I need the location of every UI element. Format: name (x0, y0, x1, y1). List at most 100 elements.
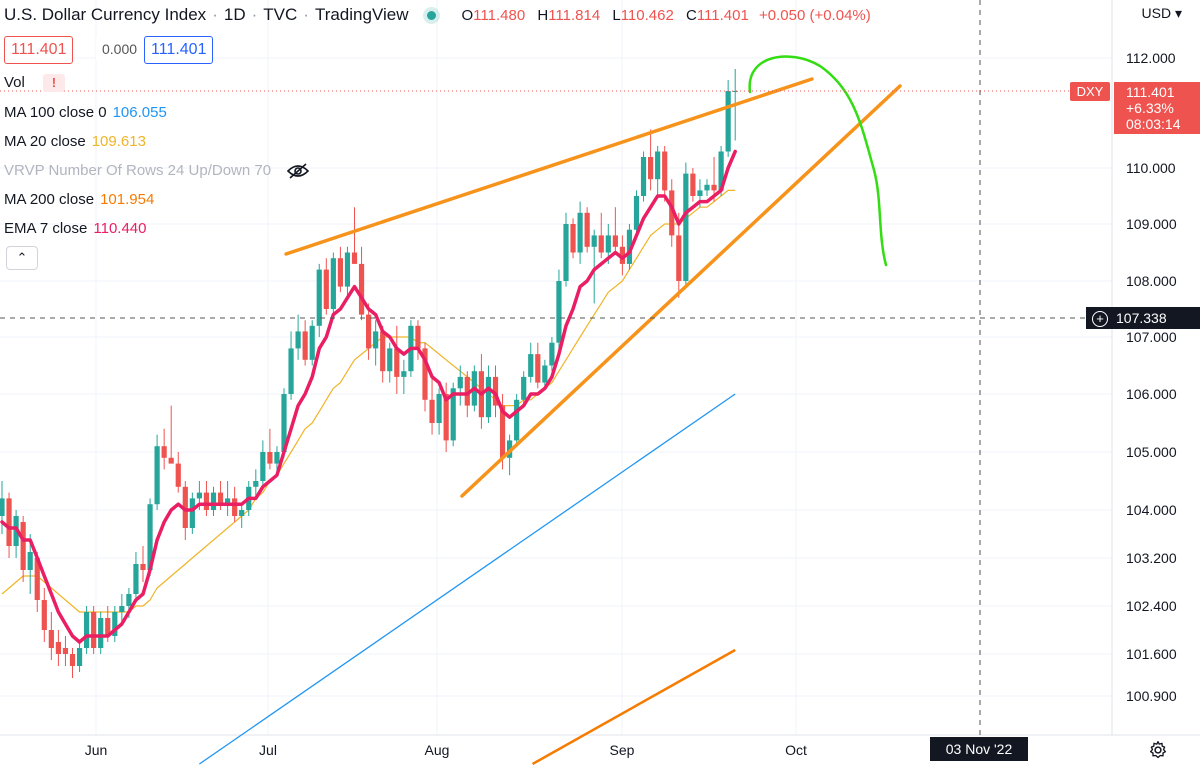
ma20-line (1, 189, 736, 613)
candle-body (274, 452, 280, 464)
candle (422, 342, 428, 412)
candle-body (485, 376, 492, 418)
candle (380, 325, 386, 383)
warning-icon[interactable]: ! (42, 74, 65, 92)
indicator-vrvp[interactable]: VRVP Number Of Rows 24 Up/Down 70 (4, 162, 310, 179)
candle-body (732, 91, 738, 92)
collapse-legend-button[interactable]: ⌃ (6, 246, 38, 270)
source: TVC (263, 5, 298, 24)
candle (309, 320, 315, 366)
candle (225, 481, 231, 516)
candle-body (232, 498, 238, 516)
candle-body (126, 594, 132, 606)
user-drawings[interactable] (284, 55, 902, 498)
candle-body (655, 151, 661, 180)
candle (373, 320, 379, 366)
symbol-title[interactable]: U.S. Dollar Currency Index (4, 5, 207, 24)
candle-body (556, 281, 562, 343)
candle-body (210, 492, 217, 510)
crosshair-price-label[interactable]: +107.338 (1086, 307, 1200, 329)
candle-body (401, 371, 407, 377)
candle (591, 229, 597, 304)
last-price-label: 111.401 +6.33% 08:03:14 (1114, 82, 1200, 134)
candle (91, 606, 97, 654)
candle (633, 190, 640, 236)
eye-hidden-icon[interactable] (287, 163, 310, 179)
candle (690, 168, 696, 202)
candle (84, 606, 90, 654)
y-tick-label: 106.000 (1126, 386, 1177, 402)
lower-trendline[interactable] (460, 84, 902, 498)
candle (626, 224, 633, 270)
candle-body (69, 654, 76, 666)
candle-body (669, 190, 675, 236)
candle (450, 382, 456, 447)
indicator-vol[interactable]: Vol! (4, 74, 65, 92)
ma100-line (199, 393, 736, 765)
indicator-ema7[interactable]: EMA 7 close 110.440 (4, 220, 147, 237)
candle (662, 146, 668, 202)
candle-body (704, 184, 710, 191)
y-tick-label: 104.000 (1126, 502, 1177, 518)
candle-body (725, 91, 731, 152)
candle (704, 179, 710, 196)
candle (436, 388, 442, 435)
candle (655, 146, 661, 196)
candle (358, 246, 365, 321)
currency-unit-dropdown[interactable]: USD ▾ (1141, 5, 1182, 21)
candle-body (316, 269, 322, 326)
candle-body (662, 151, 668, 191)
candle-body (605, 235, 611, 253)
candle (168, 405, 174, 464)
candle (344, 246, 351, 298)
candle-body (182, 486, 188, 528)
x-tick-label: Jul (259, 742, 277, 758)
indicator-ma20[interactable]: MA 20 close 109.613 (4, 133, 146, 150)
candle (401, 359, 407, 394)
projection-arc-drawing[interactable] (748, 55, 888, 267)
candle-body (563, 224, 569, 281)
candle-body (443, 394, 449, 441)
plus-icon[interactable]: + (1092, 311, 1108, 327)
spread-value: 0.000 (96, 36, 144, 62)
candle (161, 428, 167, 470)
candle (48, 612, 54, 660)
interval[interactable]: 1D (223, 5, 246, 24)
gear-icon[interactable] (1148, 740, 1168, 760)
candle (253, 469, 259, 499)
indicator-ma100[interactable]: MA 100 close 0 106.055 (4, 104, 167, 121)
y-tick-label: 101.600 (1126, 646, 1177, 662)
candle (492, 365, 499, 418)
candle-body (358, 263, 365, 315)
buy-price-button[interactable]: 111.401 (144, 36, 214, 64)
candle (676, 212, 682, 298)
candle-body (640, 157, 647, 196)
candle-body (119, 606, 125, 612)
candle-body (217, 492, 224, 505)
candle (119, 594, 125, 624)
upper-trendline[interactable] (284, 77, 814, 256)
change-value: +0.050 (+0.04%) (759, 6, 871, 24)
ma100-value: 106.055 (112, 104, 167, 121)
candle-body (464, 376, 470, 406)
candle (210, 486, 217, 516)
candle-body (697, 190, 703, 196)
y-tick-label: 103.200 (1126, 550, 1177, 566)
candle-body (373, 331, 379, 349)
chevron-down-icon: ▾ (1174, 5, 1182, 21)
candle (485, 365, 492, 423)
candle-body (147, 504, 153, 570)
indicator-ma200[interactable]: MA 200 close 101.954 (4, 191, 155, 208)
candle-body (62, 648, 69, 654)
candle-body (133, 564, 139, 594)
candle (556, 269, 562, 349)
candle-body (0, 498, 5, 516)
y-tick-label: 108.000 (1126, 273, 1177, 289)
candle-body (281, 394, 287, 452)
sell-price-button[interactable]: 111.401 (4, 36, 74, 64)
low-value: 110.462 (620, 6, 674, 24)
candle-body (415, 325, 421, 349)
candle-body (344, 252, 351, 287)
candle-body (225, 498, 231, 505)
